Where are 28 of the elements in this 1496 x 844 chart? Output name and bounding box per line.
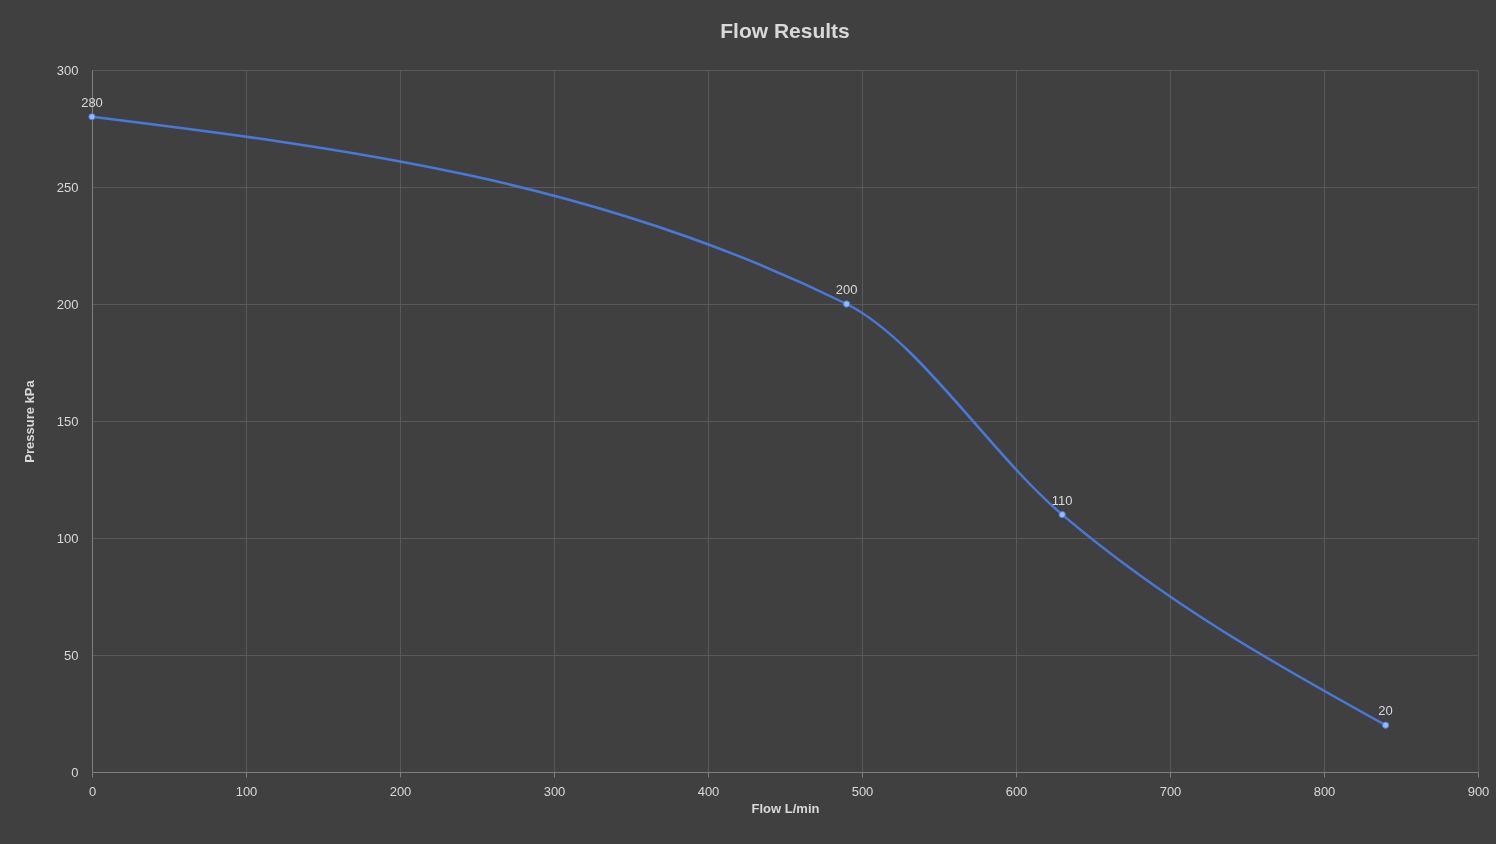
x-tick-label: 0	[88, 783, 97, 799]
y-tick-label: 100	[56, 530, 79, 546]
data-label: 200	[835, 282, 858, 297]
x-tick-label: 500	[851, 783, 874, 799]
x-tick-label: 100	[235, 783, 258, 799]
point	[88, 113, 96, 121]
y-tick-label: 50	[64, 647, 79, 663]
point	[1381, 721, 1390, 729]
y-tick-label: 300	[56, 62, 79, 78]
x-tick-label: 200	[389, 783, 412, 799]
x-tick-label: 400	[697, 783, 720, 799]
x-tick-label: 700	[1159, 783, 1182, 799]
y-tick-label: 150	[56, 413, 79, 429]
data-label: 280	[81, 94, 103, 110]
x-tick-label: 900	[1467, 783, 1490, 799]
data-label: 20	[1378, 703, 1393, 719]
y-axis-title: Pressure kPa	[21, 379, 37, 463]
y-tick-label: 250	[56, 179, 79, 195]
y-tick-label: 200	[56, 296, 79, 312]
x-tick-label: 600	[1005, 783, 1028, 799]
point	[1058, 510, 1066, 519]
data-label: 110	[1051, 492, 1073, 508]
y-tick-label: 0	[71, 764, 79, 780]
point	[842, 300, 851, 308]
x-tick-label: 300	[543, 783, 566, 799]
chart-title: Flow Results	[720, 19, 850, 42]
x-axis-title: Flow L/min	[751, 800, 820, 816]
x-tick-label: 800	[1313, 783, 1336, 799]
